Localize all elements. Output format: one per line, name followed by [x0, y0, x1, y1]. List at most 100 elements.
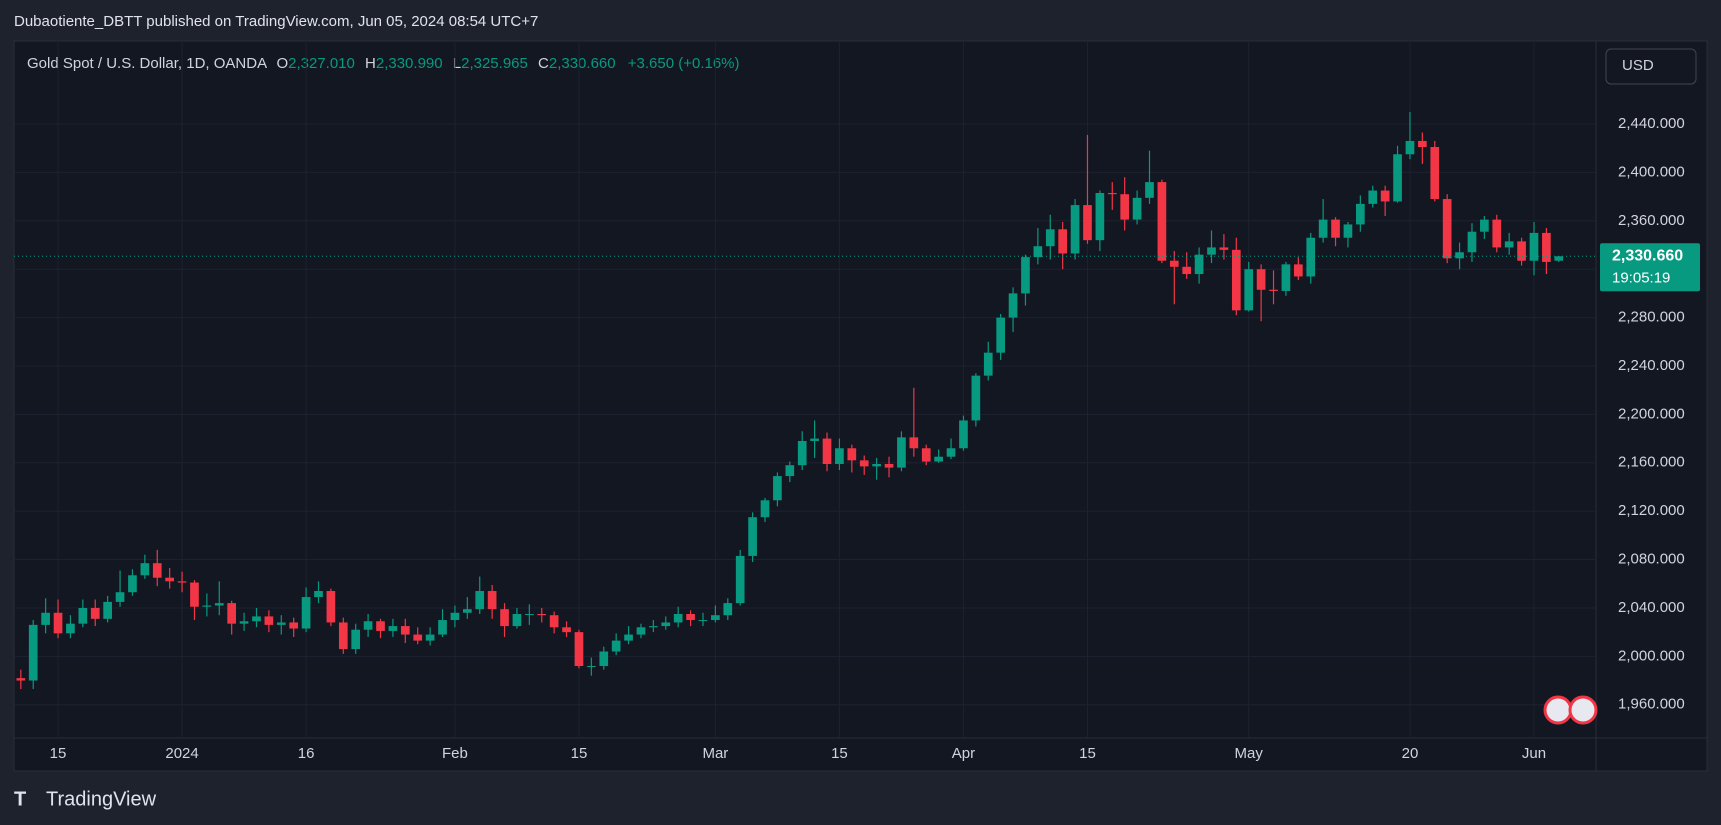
- candle-body: [115, 592, 125, 602]
- y-tick-label: 2,120.000: [1618, 502, 1685, 519]
- candle-body: [1418, 140, 1427, 148]
- y-tick-label: 2,280.000: [1618, 309, 1685, 326]
- candle-body: [1356, 203, 1365, 225]
- candle-body: [264, 616, 274, 625]
- brand: TradingView: [46, 788, 157, 810]
- candle-body: [1207, 247, 1216, 255]
- candle-body: [934, 456, 943, 462]
- candle-body: [723, 603, 733, 616]
- y-tick-label: 2,200.000: [1618, 405, 1685, 422]
- y-tick-label: 2,400.000: [1618, 163, 1685, 180]
- candle-body: [624, 634, 633, 641]
- candle-body: [66, 623, 75, 634]
- event-flags: [1543, 695, 1598, 725]
- x-tick-label: 15: [50, 745, 67, 762]
- candle-body: [1517, 241, 1526, 261]
- candle-body: [1070, 205, 1080, 254]
- candle-body: [1107, 192, 1117, 195]
- candle-body: [549, 615, 559, 628]
- candle-body: [363, 621, 373, 630]
- x-tick-label: Feb: [442, 745, 468, 762]
- candle-body: [537, 613, 547, 616]
- y-tick-label: 2,040.000: [1618, 599, 1685, 616]
- candle-body: [202, 605, 212, 607]
- candle-body: [1405, 140, 1415, 155]
- candle-body: [53, 612, 63, 634]
- candle-body: [959, 420, 968, 449]
- candle-body: [1008, 293, 1018, 318]
- candle-body: [574, 632, 584, 667]
- x-tick-label: 15: [1079, 745, 1096, 762]
- y-tick-label: 2,240.000: [1618, 357, 1685, 374]
- candle-body: [773, 476, 782, 501]
- change: +3.650 (+0.16%): [628, 55, 740, 72]
- candle-body: [1256, 269, 1266, 290]
- candle-body: [41, 612, 50, 625]
- candle-body: [1132, 197, 1142, 220]
- y-tick-label: 2,360.000: [1618, 212, 1685, 229]
- candle-body: [1269, 289, 1278, 291]
- candle-body: [921, 448, 931, 462]
- candle-body: [326, 591, 336, 623]
- candle-body: [1157, 182, 1167, 261]
- candle-body: [1231, 249, 1241, 311]
- candle-body: [711, 615, 720, 621]
- candle-body: [1306, 237, 1316, 277]
- candle-body: [1529, 232, 1539, 261]
- candle-body: [1331, 219, 1340, 238]
- countdown: 19:05:19: [1612, 269, 1670, 286]
- candle-body: [214, 603, 224, 606]
- candle-body: [512, 613, 522, 627]
- candle-body: [28, 624, 38, 681]
- candle-body: [450, 612, 460, 621]
- currency-button[interactable]: [1605, 48, 1697, 85]
- symbol: Gold Spot / U.S. Dollar, 1D, OANDA: [27, 55, 267, 72]
- candle-body: [438, 620, 447, 635]
- y-tick-label: 2,080.000: [1618, 551, 1685, 568]
- candle-body: [1045, 229, 1055, 247]
- candle-body: [301, 597, 311, 629]
- x-tick-label: 15: [831, 745, 848, 762]
- currency[interactable]: USD: [1622, 57, 1654, 74]
- candle-body: [1343, 224, 1353, 238]
- candle-body: [487, 591, 497, 610]
- candle-body: [1467, 231, 1477, 253]
- candle-body: [587, 666, 596, 668]
- candle-body: [673, 613, 683, 623]
- legend: Gold Spot / U.S. Dollar, 1D, OANDA O2,32…: [27, 55, 740, 72]
- ohlc-label: L: [453, 55, 461, 72]
- candle-body: [847, 448, 857, 461]
- y-tick-label: 2,160.000: [1618, 454, 1685, 471]
- candle-body: [897, 437, 906, 468]
- candle-body: [611, 640, 621, 652]
- candle-body: [797, 440, 807, 466]
- ohlc-value: 2,330.660: [549, 55, 616, 72]
- x-tick-label: Apr: [952, 745, 975, 762]
- candle-body: [190, 582, 199, 607]
- candle-body: [686, 613, 695, 621]
- x-tick-label: 2024: [165, 745, 198, 762]
- candle-body: [1368, 190, 1378, 204]
- candle-body: [1542, 232, 1551, 262]
- ohlc-label: H: [365, 55, 376, 72]
- x-tick-label: May: [1235, 745, 1264, 762]
- candle-body: [1095, 192, 1105, 241]
- candle-body: [971, 375, 981, 421]
- last-price-box: [1600, 243, 1700, 292]
- candle-body: [1182, 266, 1192, 275]
- candle-body: [128, 575, 137, 593]
- candle-body: [16, 678, 26, 681]
- chart-frame: [13, 40, 1708, 772]
- candle-body: [400, 626, 410, 635]
- candle-body: [140, 563, 150, 576]
- candle-body: [376, 621, 385, 631]
- candle-body: [500, 609, 509, 627]
- candle-body: [1492, 219, 1502, 248]
- candle-body: [996, 317, 1005, 353]
- candle-body: [599, 651, 609, 667]
- candle-body: [1455, 252, 1464, 259]
- y-tick-label: 2,000.000: [1618, 647, 1685, 664]
- candle-body: [165, 577, 174, 582]
